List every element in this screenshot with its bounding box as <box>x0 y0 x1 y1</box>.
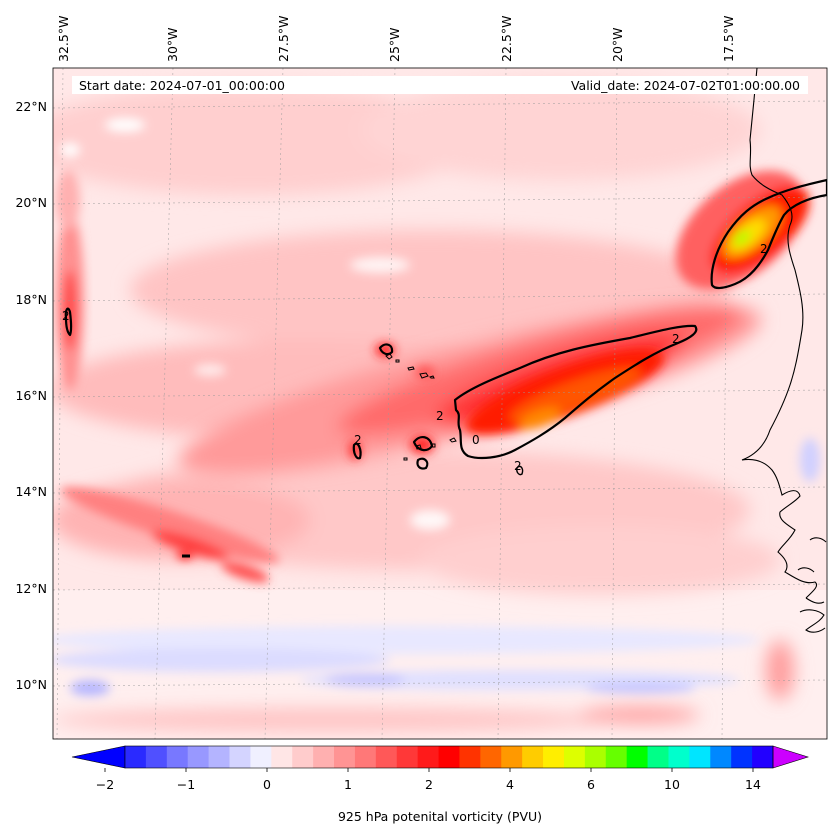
contour-central <box>453 324 698 460</box>
lon-label-27-5w: 27.5°W <box>276 16 291 62</box>
colorbar-ticks <box>104 768 754 772</box>
contour-label-6: 2 <box>514 459 522 473</box>
colorbar-cell <box>689 746 711 768</box>
lat-label-20n: 20°N <box>15 195 47 210</box>
colorbar-cell <box>459 746 481 768</box>
lat-label-18n: 18°N <box>15 292 47 307</box>
contour-northeast <box>710 178 827 290</box>
coastline <box>741 68 827 633</box>
pv-field-negative-bands <box>53 438 820 696</box>
colorbar-cell <box>752 746 774 768</box>
colorbar-cell <box>647 746 669 768</box>
lat-label-12n: 12°N <box>15 581 47 596</box>
colorbar-cell <box>731 746 753 768</box>
colorbar-cell <box>438 746 460 768</box>
valid-date-label: Valid_date: 2024-07-02T01:00:00.00 <box>571 78 800 93</box>
colorbar-cell <box>125 746 147 768</box>
latitude-labels: 22°N 20°N 18°N 16°N 14°N 12°N 10°N <box>15 99 47 692</box>
cbar-tick-2: 2 <box>425 777 433 792</box>
colorbar-cell <box>668 746 690 768</box>
contour-label-5: 2 <box>354 433 362 447</box>
gridlines <box>53 68 827 739</box>
cbar-tick-14: 14 <box>745 777 761 792</box>
colorbar-cell <box>501 746 523 768</box>
pv-contours <box>64 178 827 558</box>
contour-label-1: 2 <box>672 332 680 346</box>
lon-label-32-5w: 32.5°W <box>56 16 71 62</box>
colorbar-frame <box>124 745 774 769</box>
colorbar-cell <box>710 746 732 768</box>
map-border <box>52 67 828 740</box>
colorbar-cell <box>480 746 502 768</box>
start-date-label: Start date: 2024-07-01_00:00:00 <box>79 78 285 93</box>
colorbar-cell <box>166 746 189 768</box>
colorbar-cell <box>271 746 293 768</box>
colorbar-cell <box>375 746 398 768</box>
colorbar-over-arrow <box>772 745 810 769</box>
cbar-tick-neg1: −1 <box>177 777 195 792</box>
lon-label-17-5w: 17.5°W <box>721 16 736 62</box>
pv-field-gaps <box>60 118 450 530</box>
pv-field-core <box>465 349 665 435</box>
colorbar-cell <box>626 746 648 768</box>
contour-labels: 2 2 2 2 2 2 0 <box>62 242 768 473</box>
cbar-tick-10: 10 <box>664 777 680 792</box>
cbar-tick-1: 1 <box>344 777 352 792</box>
colorbar-cell <box>187 746 210 768</box>
date-banner <box>72 76 808 94</box>
contour-label-2: 2 <box>760 242 768 256</box>
colorbar-cell <box>313 746 335 768</box>
contour-island-c <box>412 436 434 452</box>
colorbar-cell <box>334 746 356 768</box>
contour-label-3: 2 <box>62 309 70 323</box>
colorbar-cells <box>125 746 774 768</box>
pv-field-northeast-max <box>675 170 810 290</box>
colorbar-cell <box>208 746 230 768</box>
cbar-tick-4: 4 <box>506 777 514 792</box>
cbar-tick-neg2: −2 <box>96 777 114 792</box>
colorbar-cell <box>584 746 607 768</box>
contour-label-7: 0 <box>472 433 480 447</box>
colorbar: −2 −1 0 1 2 4 6 10 14 925 hPa potenital … <box>71 745 810 824</box>
colorbar-cell <box>229 746 251 768</box>
lon-label-20w: 20°W <box>610 27 625 62</box>
colorbar-label: 925 hPa potenital vorticity (PVU) <box>338 809 542 824</box>
lat-label-10n: 10°N <box>15 677 47 692</box>
colorbar-tick-labels: −2 −1 0 1 2 4 6 10 14 <box>96 777 761 792</box>
contour-island-a <box>378 343 394 356</box>
lon-label-25w: 25°W <box>387 27 402 62</box>
colorbar-cell <box>522 746 544 768</box>
contour-island-d <box>416 457 429 470</box>
lon-label-30w: 30°W <box>165 27 180 62</box>
pv-field-broad <box>53 80 794 732</box>
lat-label-16n: 16°N <box>15 388 47 403</box>
contour-small-f <box>516 465 524 476</box>
longitude-labels: 32.5°W 30°W 27.5°W 25°W 22.5°W 20°W 17.5… <box>56 16 736 62</box>
map-panel: 2 2 2 2 2 2 0 Start date: 2024-07-01_00:… <box>53 68 827 739</box>
pv-field-south-streak <box>60 487 280 583</box>
lat-label-22n: 22°N <box>15 99 47 114</box>
colorbar-under-arrow <box>71 745 126 769</box>
lat-label-14n: 14°N <box>15 484 47 499</box>
colorbar-cell <box>396 746 419 768</box>
colorbar-cell <box>250 746 272 768</box>
cbar-tick-6: 6 <box>587 777 595 792</box>
colorbar-cell <box>543 746 565 768</box>
contour-island-b <box>352 442 362 460</box>
colorbar-cell <box>354 746 377 768</box>
colorbar-cell <box>145 746 168 768</box>
pv-field-west-band <box>56 170 84 390</box>
contour-label-4: 2 <box>436 409 444 423</box>
lon-label-22-5w: 22.5°W <box>499 16 514 62</box>
cbar-tick-0: 0 <box>263 777 271 792</box>
contour-west <box>64 307 73 337</box>
colorbar-cell <box>417 746 439 768</box>
colorbar-cell <box>605 746 628 768</box>
colorbar-cell <box>563 746 586 768</box>
colorbar-cell <box>292 746 314 768</box>
